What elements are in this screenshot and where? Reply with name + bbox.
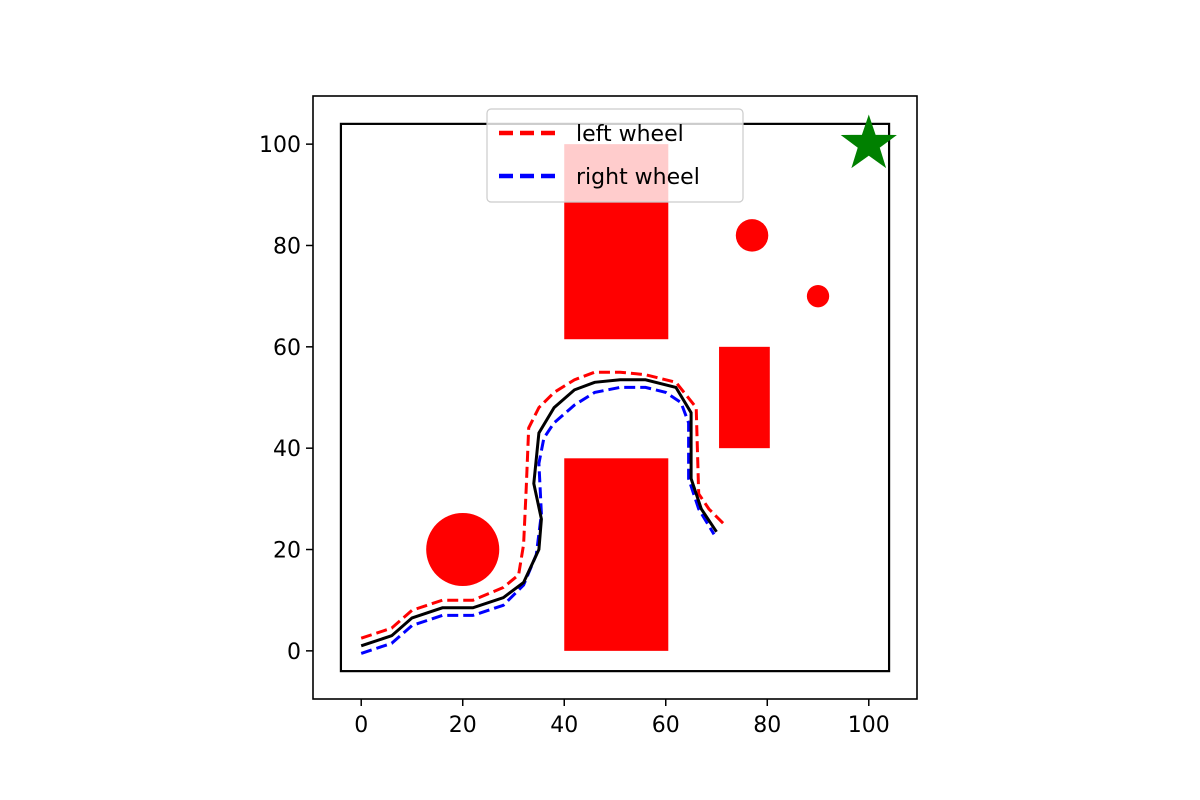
obstacle-circle-1: [735, 219, 769, 252]
obstacle-circle-0: [426, 512, 500, 587]
y-tick-label: 20: [273, 539, 301, 564]
legend-label-left-wheel: left wheel: [576, 122, 684, 147]
goal-star-marker: [840, 114, 897, 169]
x-tick-label: 100: [848, 713, 890, 738]
axes-frame: [312, 95, 918, 700]
y-tick-label: 0: [287, 640, 301, 665]
x-tick-label: 40: [550, 713, 578, 738]
y-tick-label: 80: [273, 234, 301, 259]
y-tick-label: 40: [273, 437, 301, 462]
obstacles-layer: [426, 144, 830, 651]
legend-label-right-wheel: right wheel: [576, 165, 700, 190]
x-axis-ticks: 0 20 40 60 80 100: [354, 699, 890, 738]
x-tick-label: 60: [652, 713, 680, 738]
obstacle-rect-0: [564, 458, 669, 651]
y-axis-ticks: 0 20 40 60 80 100: [259, 133, 313, 665]
series-layer: [360, 370, 726, 655]
x-tick-label: 80: [753, 713, 781, 738]
x-tick-label: 0: [354, 713, 368, 738]
legend: left wheel right wheel: [486, 108, 744, 203]
series-center-path: [360, 378, 718, 648]
x-tick-label: 20: [449, 713, 477, 738]
y-tick-label: 60: [273, 336, 301, 361]
series-left-wheel: [360, 370, 726, 640]
y-tick-label: 100: [259, 133, 301, 158]
goal-layer: [840, 114, 897, 169]
series-right-wheel: [360, 385, 716, 655]
obstacle-circle-2: [806, 284, 830, 308]
obstacle-rect-2: [719, 346, 770, 449]
